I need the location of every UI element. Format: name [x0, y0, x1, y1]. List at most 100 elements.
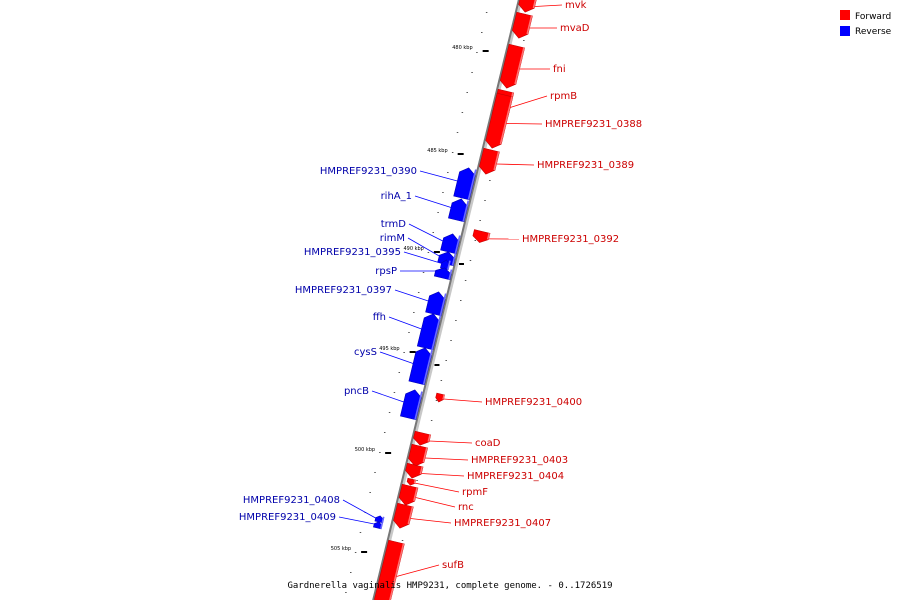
gene-hmpref9231-0397[interactable] [425, 291, 446, 317]
gene-label[interactable]: HMPREF9231_0407 [454, 518, 551, 529]
tick-label: 490 kbp [403, 246, 423, 252]
minor-tick [476, 52, 478, 53]
gene-label[interactable]: HMPREF9231_0400 [485, 397, 582, 408]
gene-highlight [448, 269, 453, 280]
gene-label[interactable]: HMPREF9231_0409 [239, 512, 336, 523]
label-connector [443, 398, 483, 403]
minor-tick [523, 40, 525, 41]
gene-label[interactable]: trmD [381, 219, 407, 230]
label-connector [410, 518, 452, 524]
major-tick [361, 551, 368, 553]
gene-label[interactable]: rpmB [550, 91, 577, 102]
minor-tick [450, 340, 452, 341]
gene-label[interactable]: HMPREF9231_0397 [295, 285, 392, 296]
gene-highlight [422, 349, 433, 385]
gene-highlight [532, 0, 537, 9]
gene-highlight [462, 200, 470, 222]
minor-tick [379, 452, 381, 453]
minor-tick [432, 232, 434, 233]
gene-label[interactable]: HMPREF9231_0389 [537, 160, 634, 171]
minor-tick [440, 380, 443, 381]
minor-tick [437, 212, 439, 213]
minor-tick [403, 352, 405, 353]
backbone-line [372, 0, 520, 600]
gene-label[interactable]: HMPREF9231_0388 [545, 119, 642, 130]
label-connector [425, 457, 469, 461]
gene-label[interactable]: rpsP [375, 266, 397, 277]
minor-tick [461, 112, 464, 113]
gene-label[interactable]: HMPREF9231_0395 [304, 247, 401, 258]
gene-labels: mvk mvaD fni rpmB HMPREF9231_0388 HMPREF9231_… [239, 0, 642, 577]
minor-tick [471, 72, 473, 73]
gene-label[interactable]: HMPREF9231_0404 [467, 471, 564, 482]
gene-label[interactable]: HMPREF9231_0392 [522, 234, 619, 245]
gene-fni[interactable] [499, 43, 525, 89]
gene-label[interactable]: mvaD [560, 23, 590, 34]
genome-caption: Gardnerella vaginalis HMP9231, complete … [287, 581, 612, 591]
gene-label[interactable]: sufB [442, 560, 464, 571]
gene-highlight [431, 315, 442, 350]
major-tick [457, 153, 464, 155]
label-connector [379, 351, 414, 364]
gene-highlight [486, 233, 490, 240]
major-tick [385, 452, 392, 454]
gene-highlight [526, 15, 533, 35]
minor-tick [359, 532, 362, 533]
minor-tick [388, 412, 391, 413]
gene-label[interactable]: cysS [354, 347, 377, 358]
minor-tick [408, 332, 410, 333]
gene-label[interactable]: rimM [380, 233, 405, 244]
label-connector [496, 163, 535, 166]
gene-label[interactable]: HMPREF9231_0403 [471, 455, 568, 466]
minor-tick [345, 592, 347, 593]
minor-tick [474, 240, 477, 241]
gene-label[interactable]: HMPREF9231_0408 [243, 495, 340, 506]
label-connector [371, 390, 404, 403]
minor-tick [469, 260, 472, 261]
gene-label[interactable]: fni [553, 64, 566, 75]
gene-mvk[interactable] [518, 0, 537, 13]
label-connector [394, 289, 429, 302]
minor-tick [460, 300, 462, 301]
gene-label[interactable]: coaD [475, 438, 501, 449]
label-connector [388, 316, 422, 330]
gene-highlight [454, 235, 461, 254]
gene-highlight [467, 169, 477, 200]
minor-tick [479, 220, 481, 221]
minor-tick [435, 400, 438, 401]
gene-label[interactable]: pncB [344, 386, 369, 397]
label-connector [506, 123, 543, 125]
tick-label: 495 kbp [379, 346, 399, 352]
minor-tick [383, 432, 386, 433]
gene-label[interactable]: mvk [565, 0, 587, 11]
minor-tick [427, 252, 430, 253]
gene-label[interactable]: rpmF [462, 487, 488, 498]
tick-label: 505 kbp [331, 546, 351, 552]
minor-tick [451, 152, 454, 153]
gene-hmpref9231-0404[interactable] [405, 462, 424, 479]
gene-label[interactable]: HMPREF9231_0390 [320, 166, 417, 177]
gene-highlight [413, 487, 418, 502]
gene-label[interactable]: rnc [458, 502, 474, 513]
gene-coad[interactable] [413, 430, 432, 446]
label-connector [403, 251, 442, 264]
gene-label[interactable]: rihA_1 [381, 191, 412, 202]
major-tick [482, 50, 489, 52]
major-tick [433, 251, 440, 253]
gene-highlight [427, 434, 431, 442]
gene-rnc[interactable] [398, 483, 419, 506]
label-connector [429, 440, 473, 444]
label-connector [338, 516, 375, 525]
minor-tick [401, 540, 404, 541]
label-connector [419, 170, 458, 182]
gene-features [373, 0, 537, 600]
minor-tick [350, 572, 352, 573]
gene-sufb[interactable] [374, 539, 405, 600]
minor-tick [445, 360, 447, 361]
label-connector [415, 497, 456, 508]
label-connector [407, 237, 440, 257]
gene-hmpref9231-0388[interactable] [485, 92, 514, 149]
gene-label[interactable]: ffh [373, 312, 386, 323]
